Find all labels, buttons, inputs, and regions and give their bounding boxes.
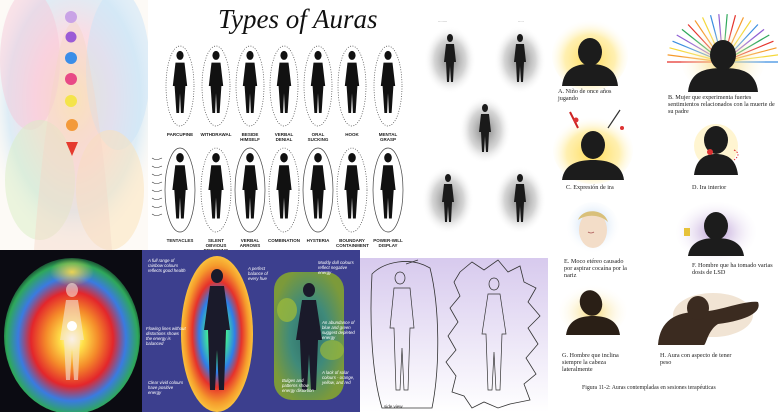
caption-d: D. Ira interior <box>692 184 727 191</box>
aura-type-label: COMBINATION <box>268 238 300 243</box>
tentacle-stroke <box>151 205 163 208</box>
silhouette-figure <box>276 152 292 219</box>
silhouette-figure <box>242 50 258 113</box>
types-of-auras-panel: Types of Auras PARCUPINE WITHDRAWAL BESIDE… <box>148 0 420 250</box>
aura-outline <box>302 147 334 233</box>
aura-type-label: SILENT OBVIOUS BROODING <box>204 238 229 250</box>
aura-comparison-panel: A full range of rainbow colours reflects… <box>142 250 360 412</box>
caption-f: F. Hombre que ha tomado varias dosis de … <box>692 262 773 276</box>
aura-outline <box>165 45 195 127</box>
caption-a: A. Niño de once años jugando <box>558 88 612 102</box>
figure-caption: Figura 11-2: Auras contempladas en sesio… <box>582 385 716 391</box>
note-muddy: Muddy dull colours reflect negative ener… <box>318 260 354 275</box>
watercolor-chakra-panel <box>0 0 148 250</box>
aura-outline <box>164 147 196 233</box>
aura-outline <box>234 147 266 233</box>
aura-types-drawings <box>151 45 404 233</box>
note-full-range: A full range of rainbow colours reflects… <box>148 258 186 273</box>
aura-type-label: TENTACLES <box>166 238 194 243</box>
caption-h: H. Aura con aspecto de tener peso <box>660 352 732 366</box>
fog-figure <box>442 174 454 222</box>
aura-type-label: HYSTERIA <box>306 238 330 243</box>
tentacle-stroke <box>151 189 163 192</box>
caption-b: B. Mujer que experimenta fuertes sentimi… <box>668 94 775 115</box>
tentacle-stroke <box>151 213 163 216</box>
fog-figure <box>479 104 491 152</box>
note-blue-green: An abundance of blue and green suggest d… <box>322 320 355 340</box>
silhouette-figure <box>344 152 360 219</box>
aura-type-label: PARCUPINE <box>166 132 194 137</box>
watercolor-chakra-figure <box>0 0 148 250</box>
aura-outline <box>337 45 367 127</box>
tentacle-stroke <box>151 197 163 200</box>
silhouette-figure <box>310 50 326 113</box>
note-lack-solar: A lack of solar colours - orange, yellow… <box>322 370 355 385</box>
spanish-aura-figures <box>552 14 778 345</box>
types-title: Types of Auras <box>218 4 378 34</box>
outline-aura-drawings <box>360 258 548 412</box>
note-flowing-lines: Flowing lines without distortions shows … <box>146 326 186 346</box>
silhouette-figure <box>172 50 188 113</box>
aura-type-label: ORAL SUCKING <box>307 132 329 142</box>
fog-figure <box>444 34 456 82</box>
silhouette-figure <box>344 50 360 113</box>
fog-figure <box>514 34 526 82</box>
note-perfect-balance: A perfect balance of every hue <box>248 266 268 281</box>
caption-g: G. Hombre que inclina siempre la cabeza … <box>562 352 619 373</box>
tentacle-stroke <box>151 157 163 160</box>
aura-comparison-figures <box>181 256 344 412</box>
aura-outline <box>372 147 404 233</box>
aura-outline <box>303 45 333 127</box>
aura-outline <box>201 45 231 127</box>
aura-outline <box>200 147 232 233</box>
silhouette-figure <box>310 152 326 219</box>
tentacle-stroke <box>151 173 163 176</box>
spanish-aura-panel: A. Niño de once años jugando B. Mujer qu… <box>548 0 778 412</box>
aura-type-label: VERBAL DENIAL <box>274 132 294 142</box>
kirlian-aura-panel <box>0 250 142 412</box>
aura-outline <box>268 147 300 233</box>
kirlian-aura-figure <box>4 258 140 412</box>
caption-e: E. Moco etéreo causado por aspirar cocaí… <box>564 258 627 279</box>
silhouette-figure <box>380 152 396 219</box>
fog-figure <box>514 174 526 222</box>
grayscale-aura-panel: ········ ····· <box>420 0 548 250</box>
aura-type-label: POWER-WILL DISPLAY <box>373 238 403 248</box>
aura-type-label: WITHDRAWAL <box>200 132 232 137</box>
aura-outline <box>373 45 403 127</box>
caption-c: C. Expresión de ira <box>566 184 614 191</box>
aura-type-label: HOOK <box>345 132 359 137</box>
tentacle-stroke <box>151 181 163 184</box>
note-bulges: Bulges and patterns show energy distorti… <box>282 378 314 393</box>
aura-type-label: BOUNDARY CONTAINMENT <box>336 238 369 248</box>
aura-type-label: BESIDE HIMSELF <box>240 132 260 142</box>
aura-type-label: MENTAL GRASP <box>378 132 398 142</box>
outline-aura-panel: side view <box>360 258 548 412</box>
note-clear-vivid: Clear vivid colours have positive energy <box>148 380 184 395</box>
aura-outline <box>336 147 368 233</box>
silhouette-figure <box>276 50 292 113</box>
aura-type-label: VERBAL ARROWS <box>239 238 261 248</box>
aura-outline <box>269 45 299 127</box>
silhouette-figure <box>242 152 258 219</box>
tentacle-stroke <box>151 165 163 168</box>
silhouette-figure <box>208 50 224 113</box>
svg-text:·····: ····· <box>518 20 524 24</box>
silhouette-figure <box>208 152 224 219</box>
aura-outline <box>235 45 265 127</box>
outline-caption: side view <box>384 404 403 409</box>
svg-text:········: ········ <box>438 20 447 24</box>
grayscale-aura-figures: ········ ····· <box>422 20 546 234</box>
silhouette-figure <box>380 50 396 113</box>
silhouette-figure <box>172 152 188 219</box>
